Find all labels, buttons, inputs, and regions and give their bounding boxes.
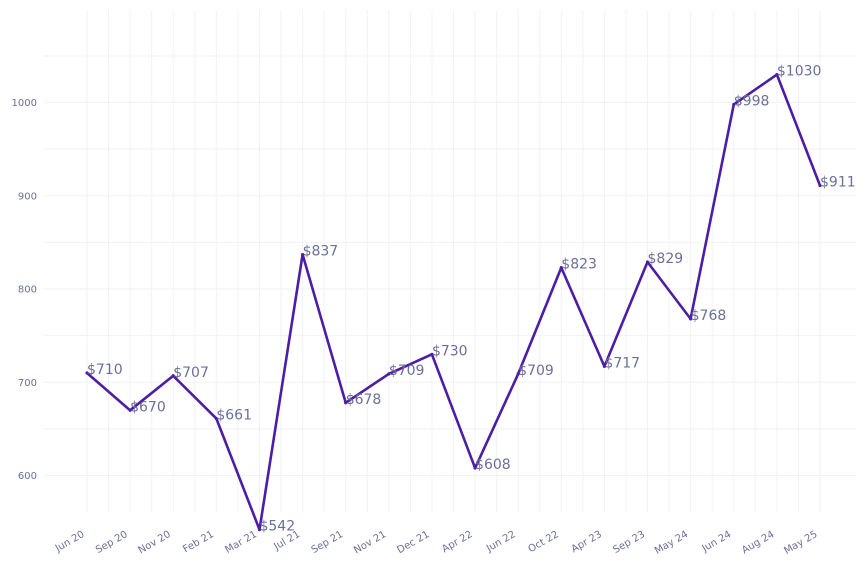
data-label: $709	[389, 363, 425, 379]
data-label: $998	[734, 93, 770, 109]
data-label: $911	[820, 175, 856, 191]
x-tick-label: May 24	[653, 529, 690, 557]
x-tick-label: Jun 22	[484, 529, 518, 555]
data-label: $661	[216, 408, 252, 424]
data-point	[732, 102, 736, 107]
data-point	[516, 372, 520, 376]
data-label: $829	[648, 251, 684, 267]
data-label: $678	[346, 392, 382, 408]
data-point	[344, 401, 348, 405]
data-label: $717	[604, 355, 640, 371]
series-line	[85, 73, 822, 531]
y-axis: 600 700 800 900 1000	[12, 98, 37, 482]
x-tick-label: Jun 24	[700, 529, 734, 555]
data-label: $542	[259, 519, 295, 535]
y-tick-label: 600	[18, 471, 37, 482]
data-label: $707	[173, 365, 209, 381]
x-axis: Jun 20 Sep 20 Nov 20 Feb 21 Mar 21 Jul 21 Sep …	[53, 529, 820, 557]
data-point	[689, 317, 693, 321]
x-tick-label: Jun 20	[53, 529, 87, 555]
data-point	[85, 371, 89, 375]
data-point	[128, 408, 132, 412]
x-tick-label: Aug 24	[740, 529, 776, 556]
x-tick-label: Sep 20	[94, 529, 130, 556]
data-label: $823	[561, 257, 597, 273]
y-tick-label: 800	[18, 285, 37, 296]
x-tick-label: Mar 21	[223, 529, 259, 556]
data-point	[430, 352, 434, 356]
y-tick-label: 700	[18, 378, 37, 389]
x-tick-label: Nov 21	[352, 529, 388, 556]
data-label: $730	[432, 343, 468, 359]
x-tick-label: Dec 21	[395, 529, 431, 556]
data-label: $670	[130, 399, 166, 415]
data-point	[602, 364, 607, 369]
data-point	[387, 372, 391, 376]
data-point	[559, 265, 563, 270]
data-points	[85, 72, 822, 532]
x-tick-label: Sep 21	[310, 529, 346, 556]
y-tick-label: 900	[18, 191, 37, 202]
data-label: $709	[518, 363, 554, 379]
data-point	[775, 72, 779, 77]
y-tick-label: 1000	[12, 98, 37, 109]
data-label: $710	[87, 362, 123, 378]
data-point	[645, 260, 650, 264]
grid	[44, 10, 856, 512]
x-tick-label: Nov 20	[137, 529, 173, 556]
x-tick-label: Apr 23	[570, 529, 604, 555]
data-point	[214, 417, 218, 421]
x-tick-label: Oct 22	[527, 529, 561, 555]
x-tick-label: May 25	[782, 529, 819, 557]
data-label: $1030	[777, 64, 822, 80]
x-tick-label: Apr 22	[440, 529, 474, 555]
data-label: $837	[303, 244, 339, 260]
x-tick-label: Feb 21	[181, 529, 216, 555]
data-point	[818, 183, 822, 188]
x-tick-label: Sep 23	[611, 529, 647, 556]
data-labels: $710 $670 $707 $661 $542 $837 $678 $709 $730 $608…	[87, 64, 856, 535]
data-label: $768	[691, 308, 727, 324]
data-point	[300, 252, 305, 257]
data-point	[257, 528, 262, 532]
data-label: $608	[475, 457, 511, 473]
data-point	[171, 374, 175, 378]
data-point	[473, 466, 477, 470]
